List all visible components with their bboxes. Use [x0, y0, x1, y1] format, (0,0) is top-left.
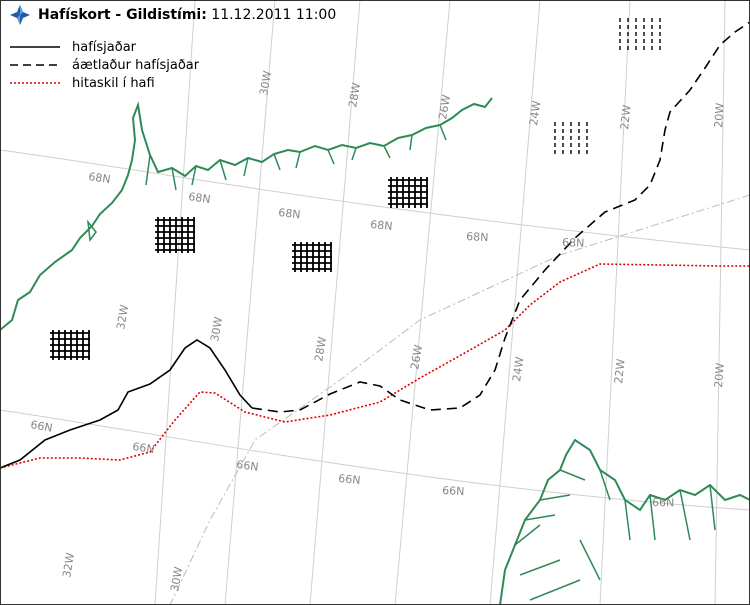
lat-label: 68N [370, 218, 393, 233]
map-header: Hafískort - Gildistími: 11.12.2011 11:00 [8, 4, 336, 26]
lat-label: 68N [188, 190, 212, 206]
greenland-island [86, 219, 97, 242]
lon-label: 26W [408, 344, 425, 371]
lat-label: 68N [278, 206, 301, 221]
lon-label: 24W [527, 100, 543, 127]
graticule-labels: 30W 28W 26W 24W 22W 20W 32W 30W 28W 26W … [29, 70, 726, 593]
lon-label: 24W [510, 356, 526, 383]
legend-item-estimated-ice-edge: áætlaður hafísjaðar [8, 56, 199, 74]
hatch-block [50, 330, 90, 360]
lon-label: 28W [346, 82, 363, 109]
lat-label: 66N [236, 458, 260, 474]
scattered-ice-symbols [554, 18, 661, 155]
lat-label: 66N [29, 418, 53, 435]
legend: hafísjaðar áætlaður hafísjaðar hitaskil … [8, 38, 199, 92]
lon-label: 26W [436, 94, 453, 121]
lon-label: 28W [312, 336, 329, 363]
lon-label: 22W [612, 358, 628, 384]
lat-label: 68N [562, 236, 585, 250]
lon-label: 22W [618, 104, 634, 130]
legend-item-ice-edge: hafísjaðar [8, 38, 199, 56]
hatch-block [388, 177, 428, 208]
legend-label: áætlaður hafísjaðar [72, 57, 200, 73]
iceland-fjords [514, 469, 716, 601]
lon-label: 30W [168, 566, 185, 593]
imo-logo-icon [10, 5, 30, 25]
map-title: Hafískort - Gildistími: 11.12.2011 11:00 [38, 7, 336, 23]
ocean-front-line [0, 263, 750, 469]
legend-dotted-line-icon [10, 82, 60, 84]
hatch-block [292, 242, 332, 272]
greenland-coast-detail [145, 124, 447, 191]
lon-label: 32W [114, 304, 131, 331]
hatch-block [155, 217, 195, 253]
lon-label: 30W [257, 70, 274, 97]
title-text: Hafískort - Gildistími: [38, 7, 207, 23]
lat-label: 66N [442, 484, 465, 498]
greenland-coastline [0, 97, 493, 331]
lon-label: 20W [712, 102, 727, 128]
lat-label: 68N [466, 230, 489, 244]
ice-concentration-hatches [50, 177, 428, 360]
estimated-ice-edge-line [251, 21, 750, 413]
iceland-coastline [499, 438, 750, 605]
lat-label: 66N [338, 472, 361, 487]
lat-label: 66N [132, 440, 156, 456]
legend-solid-line-icon [10, 46, 60, 48]
legend-item-ocean-front: hitaskil í hafi [8, 74, 199, 92]
boundary-line [169, 194, 750, 605]
lat-label: 68N [88, 170, 112, 186]
lat-label: 66N [652, 496, 674, 509]
lon-label: 30W [208, 316, 225, 343]
ice-edge-line [0, 339, 253, 469]
legend-label: hitaskil í hafi [72, 75, 155, 91]
datetime-text: 11.12.2011 11:00 [211, 7, 337, 23]
lon-label: 32W [60, 552, 77, 579]
legend-dashed-line-icon [10, 64, 60, 66]
lon-label: 20W [712, 362, 727, 388]
legend-label: hafísjaðar [72, 39, 137, 55]
